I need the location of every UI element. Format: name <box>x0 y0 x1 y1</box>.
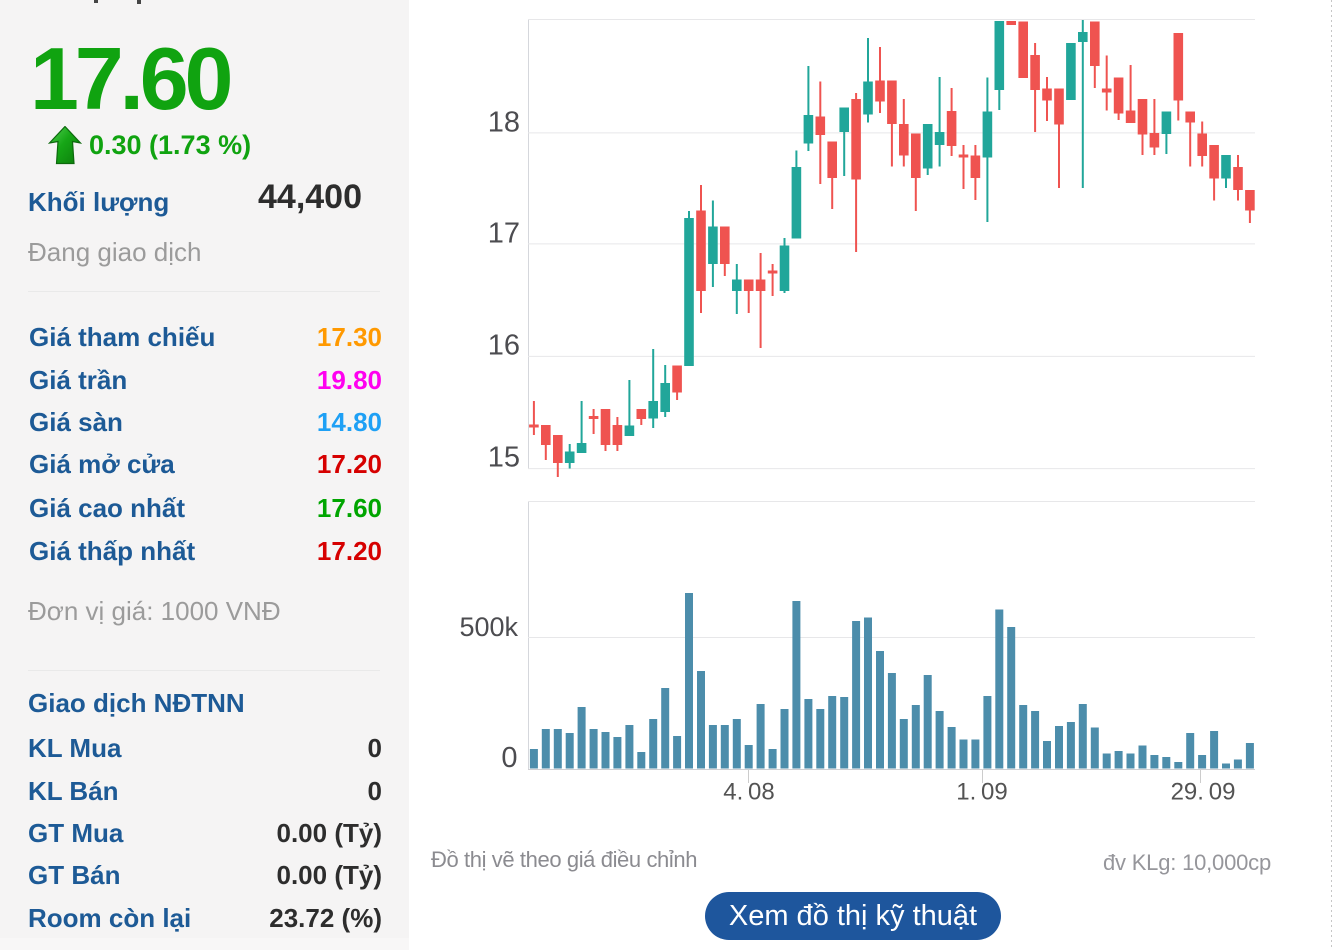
svg-text:16: 16 <box>488 330 520 362</box>
svg-text:4. 08: 4. 08 <box>723 779 775 806</box>
svg-text:0: 0 <box>501 742 517 774</box>
svg-text:18: 18 <box>488 107 520 139</box>
svg-text:15: 15 <box>488 442 520 474</box>
svg-text:29. 09: 29. 09 <box>1171 779 1236 806</box>
svg-text:1. 09: 1. 09 <box>956 779 1008 806</box>
svg-text:500k: 500k <box>459 612 518 642</box>
svg-text:17: 17 <box>488 218 520 250</box>
